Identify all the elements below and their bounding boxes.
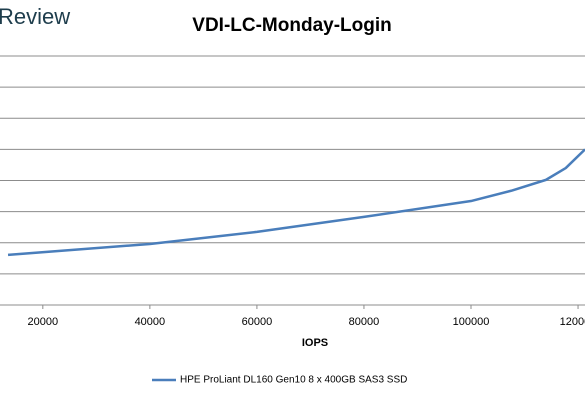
x-tick-label: 120000 [560,316,585,328]
x-tick-label: 100000 [453,316,490,328]
x-tick-label: 20000 [28,316,59,328]
data-line [7,148,585,257]
x-tick-label: 80000 [349,316,380,328]
x-tick-label: 60000 [242,316,273,328]
chart-title: VDI-LC-Monday-Login [192,15,391,36]
x-axis-label: IOPS [302,337,328,349]
brand-logo: Review [0,4,70,29]
legend-label: HPE ProLiant DL160 Gen10 8 x 400GB SAS3 … [180,375,407,386]
x-tick-label: 40000 [135,316,166,328]
